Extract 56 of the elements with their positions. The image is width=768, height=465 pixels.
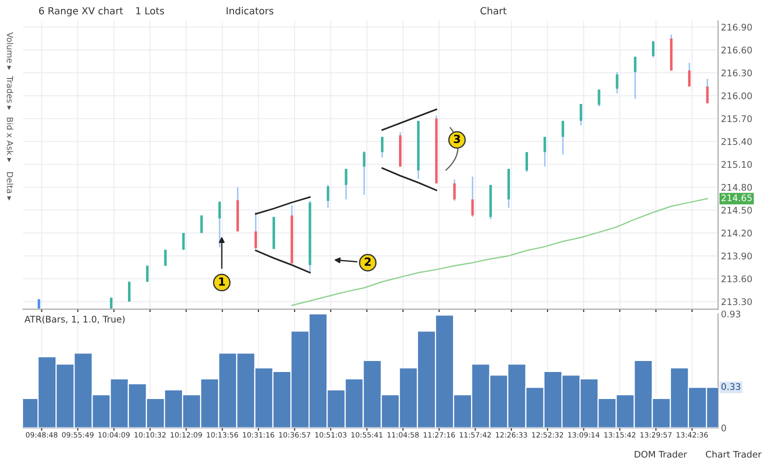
candlestick [652,40,654,58]
candlestick [200,214,203,234]
annotation: 3 [454,134,460,144]
y-tick-label: 213.30 [722,298,752,306]
y-tick-label: 213.90 [722,252,752,260]
text: Delta ▸ [6,172,14,201]
text: Chart Trader [706,450,762,458]
candlestick [362,150,366,196]
annotation: 2 [364,258,371,266]
chart-title: ATR(Bars, 1, 1.0, True) [24,316,125,324]
annotation: 1 [219,277,225,286]
annotation: 0.33 [721,383,740,390]
text: Chart [480,6,506,14]
candlestick [616,71,618,94]
candlestick [146,265,149,282]
line-series [381,167,438,192]
text: Volume ▸ [6,32,14,70]
y-tick-label: 215.70 [722,115,752,122]
text: Bid x Ask ▸ [6,118,14,162]
candlestick [254,212,258,250]
candlestick [344,168,348,200]
candlestick [598,88,600,108]
candlestick [326,184,330,208]
candlestick [562,120,564,156]
candlestick [706,78,709,104]
line-series [254,196,311,215]
text: Trades ▸ [6,76,14,110]
y-tick-label: 215.10 [722,161,752,168]
y-tick-label: 0 [721,424,726,432]
candlestick [453,178,456,202]
chart-title: 6 Range XV chart [39,6,124,16]
line-series [381,108,438,131]
y-tick-label: 216.30 [722,70,752,76]
text: DOM Trader [634,450,688,458]
y-tick-label: 213.60 [722,275,752,282]
annotation: 214.65 [722,194,752,202]
text: Indicators [226,6,274,14]
candlestick [580,103,582,126]
y-tick-label: 216.60 [722,46,752,54]
candlestick [544,136,546,168]
y-tick-label: 216.90 [722,24,752,31]
y-tick-label: 0.93 [721,310,740,318]
y-tick-label: 214.20 [722,230,752,237]
line-series [291,198,708,306]
candlestick [525,151,528,173]
candlestick [634,56,636,100]
candlestick [471,176,474,218]
candlestick [380,136,384,158]
y-tick-label: 214.50 [722,206,752,214]
text: 1 Lots [136,7,164,14]
candlestick [688,62,691,88]
candlestick [164,249,167,266]
y-tick-label: 216.00 [722,92,752,100]
line-series [254,250,311,274]
y-tick-label: 215.40 [722,138,752,145]
y-tick-label: 214.80 [722,184,752,191]
